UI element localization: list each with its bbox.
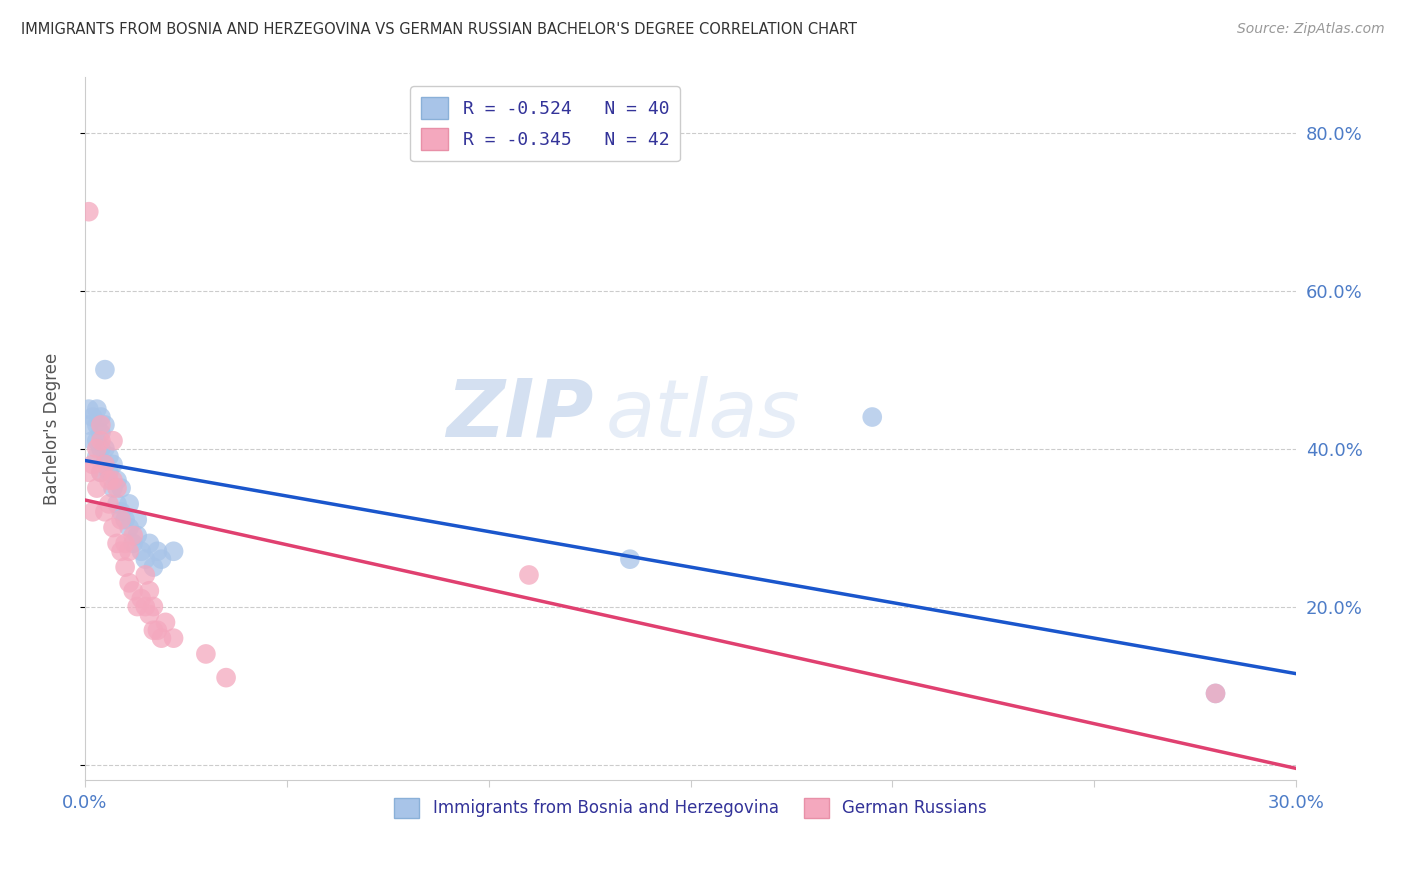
Point [127, 528, 149, 542]
Point [101, 458, 124, 472]
Point [105, 536, 128, 550]
Point [127, 513, 149, 527]
Point [122, 536, 145, 550]
Point [105, 497, 128, 511]
Point [118, 497, 141, 511]
Point [114, 560, 136, 574]
Point [101, 520, 124, 534]
Y-axis label: Bachelor's Degree: Bachelor's Degree [44, 352, 60, 505]
Text: IMMIGRANTS FROM BOSNIA AND HERZEGOVINA VS GERMAN RUSSIAN BACHELOR'S DEGREE CORRE: IMMIGRANTS FROM BOSNIA AND HERZEGOVINA V… [21, 22, 858, 37]
Point [129, 544, 152, 558]
Point [118, 575, 141, 590]
Point [122, 583, 145, 598]
Point [90, 434, 112, 448]
Point [90, 417, 112, 432]
Point [194, 647, 217, 661]
Point [90, 465, 112, 479]
Point [86, 434, 108, 448]
Point [150, 552, 173, 566]
Point [90, 465, 112, 479]
Point [86, 450, 108, 464]
Point [97, 497, 120, 511]
Point [82, 505, 104, 519]
Point [90, 410, 112, 425]
Point [142, 624, 165, 638]
Text: atlas: atlas [606, 376, 800, 454]
Point [146, 544, 169, 558]
Point [134, 599, 156, 614]
Point [105, 473, 128, 487]
Point [134, 552, 156, 566]
Point [134, 568, 156, 582]
Point [97, 465, 120, 479]
Point [94, 458, 117, 472]
Point [114, 536, 136, 550]
Point [82, 434, 104, 448]
Point [77, 417, 100, 432]
Point [118, 544, 141, 558]
Point [122, 528, 145, 542]
Point [860, 410, 883, 425]
Point [146, 624, 169, 638]
Point [155, 615, 177, 630]
Point [97, 473, 120, 487]
Point [86, 481, 108, 495]
Point [94, 442, 117, 456]
Point [127, 599, 149, 614]
Point [110, 544, 132, 558]
Text: Source: ZipAtlas.com: Source: ZipAtlas.com [1237, 22, 1385, 37]
Point [110, 481, 132, 495]
Point [118, 520, 141, 534]
Point [82, 458, 104, 472]
Point [138, 536, 160, 550]
Point [110, 513, 132, 527]
Text: ZIP: ZIP [446, 376, 593, 454]
Point [90, 442, 112, 456]
Point [94, 458, 117, 472]
Point [90, 425, 112, 440]
Point [101, 434, 124, 448]
Point [162, 544, 184, 558]
Point [101, 481, 124, 495]
Point [1205, 686, 1227, 700]
Point [86, 417, 108, 432]
Point [142, 599, 165, 614]
Point [150, 631, 173, 645]
Point [129, 591, 152, 606]
Point [105, 481, 128, 495]
Point [619, 552, 641, 566]
Point [94, 417, 117, 432]
Point [77, 402, 100, 417]
Point [1205, 686, 1227, 700]
Point [517, 568, 540, 582]
Point [162, 631, 184, 645]
Point [94, 505, 117, 519]
Point [114, 513, 136, 527]
Point [82, 410, 104, 425]
Point [77, 204, 100, 219]
Point [110, 505, 132, 519]
Point [77, 465, 100, 479]
Point [142, 560, 165, 574]
Legend: Immigrants from Bosnia and Herzegovina, German Russians: Immigrants from Bosnia and Herzegovina, … [388, 791, 994, 825]
Point [94, 362, 117, 376]
Point [86, 402, 108, 417]
Point [101, 473, 124, 487]
Point [138, 583, 160, 598]
Point [97, 450, 120, 464]
Point [215, 671, 238, 685]
Point [138, 607, 160, 622]
Point [86, 442, 108, 456]
